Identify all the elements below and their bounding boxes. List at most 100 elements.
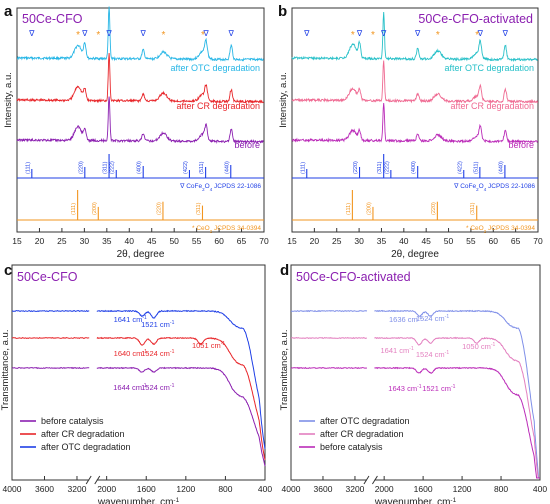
band-annotation-text: 1636 cm [389,315,418,324]
ref-sub: 4 [484,187,487,192]
x-tick-label: 45 [421,236,431,246]
series-line-right-0 [96,309,266,450]
plot-frame [16,7,265,233]
series-line-left-0 [290,309,368,313]
hkl-label: (311) [103,161,109,174]
legend-label: after CR degradation [320,429,404,439]
y-axis-label: Intensity, a.u. [3,72,14,128]
band-annotation: 1524 cm-1 [141,383,174,392]
x-tick-label: 45 [147,236,157,246]
panel-title: 50Ce-CFO [17,270,78,284]
panel-title: 50Ce-CFO-activated [296,270,411,284]
y-axis-label: Transmittance, a.u. [0,330,11,411]
band-annotation: 1524 cm-1 [416,314,449,323]
x-tick-label: 60 [489,236,499,246]
series-line-left-1 [290,336,368,340]
band-annotation-text: 1643 cm [388,384,417,393]
hkl-label: (311) [377,161,383,174]
x-tick-label: 70 [533,236,543,246]
nabla-marker: ∇ [105,29,112,38]
series-line-1 [291,60,539,105]
hkl-label: (220) [156,202,162,215]
x-tick-label: 70 [259,236,269,246]
hkl-label: (440) [498,161,504,174]
star-marker: * [201,30,205,41]
series-line-right-0 [374,309,540,479]
star-marker: * [475,30,479,41]
band-annotation: 1521 cm-1 [422,384,455,393]
plot-frame [290,264,541,481]
x-axis-label-sup: -1 [173,497,179,504]
series-label: before [508,140,534,150]
ref-prefix: ∇ CoFe [453,182,476,190]
x-tick-label: 15 [287,236,297,246]
plot-frame [11,264,266,481]
x-axis-label: wavenumber, cm-1 [374,497,457,504]
series-line-0 [16,6,264,62]
nabla-marker: ∇ [502,29,509,38]
band-annotation-text: 1521 cm [141,320,170,329]
y-axis-label: Transmittance, a.u. [279,330,290,411]
band-annotation-sup: -1 [170,383,175,389]
nabla-marker: ∇ [356,29,363,38]
hkl-label: (111) [71,203,77,215]
xrd-panel-a: a 15 20 25 30 35 40 45 50 55 60 65 70 2θ, degree Inten… [3,3,269,260]
x-tick-label: 4000 [282,484,301,494]
series-line-2 [291,102,538,145]
band-annotation-sup: -1 [417,384,422,390]
ref-label-cfo: ∇ CoFe2O4 JCPDS 22-1086 [453,182,535,192]
ref-mid: O [205,183,210,190]
nabla-marker: ∇ [228,29,235,38]
band-annotation-text: 1524 cm [141,383,170,392]
axis-break-mark [363,475,370,485]
series-label: before [234,140,260,150]
band-annotation: 1521 cm-1 [141,320,174,329]
x-tick-label: 20 [310,236,320,246]
x-tick-label: 35 [377,236,387,246]
legend: before catalysis after CR degradation afte… [20,416,131,452]
x-tick-label: 40 [399,236,409,246]
ref-sub: 2 [476,187,479,192]
band-annotation: 1050 cm-1 [462,342,495,351]
x-tick-label: 3200 [345,484,364,494]
series-line-right-2 [96,366,266,467]
ref-prefix: * CeO [192,225,210,232]
legend-label: before catalysis [320,442,383,452]
x-tick-label: 20 [35,236,45,246]
panel-letter: a [4,3,13,20]
series-label: after OTC degradation [444,63,534,73]
ref-jcpds: JCPDS 34-0394 [212,225,261,232]
hkl-label: (111) [25,162,31,174]
star-marker: * [96,30,100,41]
band-annotation-sup: -1 [142,315,147,321]
band-annotation-text: 1521 cm [422,384,451,393]
x-tick-label: 40 [125,236,135,246]
panel-title: 50Ce-CFO [22,12,83,26]
hkl-label: (111) [300,162,306,174]
ref-sub: 2 [210,229,213,234]
band-annotation-text: 1644 cm [113,383,142,392]
band-annotation: 1051 cm-1 [192,341,225,350]
band-annotation: 1641 cm-1 [381,346,414,355]
hkl-label: (311) [196,202,202,215]
hkl-label: (511) [199,161,205,174]
x-tick-label: 4000 [3,484,22,494]
hkl-label: (222) [110,161,116,174]
ref-jcpds: JCPDS 22-1086 [212,183,261,190]
ftir-panel-d: d 4000 3600 3200 2000 1600 1200 800 400 wavenumbe… [279,262,547,504]
x-tick-label: 50 [169,236,179,246]
series-line-2 [16,96,264,145]
panel-letter: d [280,262,289,279]
series-label: after OTC degradation [170,63,260,73]
x-tick-label: 60 [214,236,224,246]
x-axis-label-text: wavenumber, cm [97,497,174,504]
band-annotation-sup: -1 [142,349,147,355]
x-axis-label-text: wavenumber, cm [374,497,451,504]
x-tick-label: 400 [258,484,272,494]
x-axis-label: 2θ, degree [391,249,439,260]
x-tick-label: 3200 [68,484,87,494]
series-line-left-2 [11,366,90,370]
series-line-left-2 [290,366,367,370]
nabla-marker: ∇ [303,29,310,38]
